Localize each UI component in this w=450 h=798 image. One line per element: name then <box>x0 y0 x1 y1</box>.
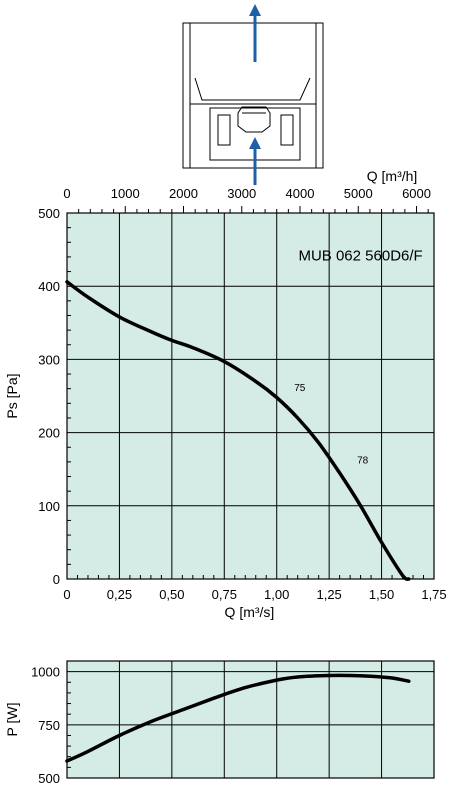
pressure-tick-label: 0 <box>53 572 60 587</box>
bracket-left <box>217 114 231 146</box>
unit-housing <box>182 22 324 169</box>
pressure-tick-label: 200 <box>38 426 60 441</box>
power-tick-label: 1000 <box>31 665 60 680</box>
pressure-tick-label: 300 <box>38 352 60 367</box>
model-label: MUB 062 560D6/F <box>298 248 422 265</box>
motor-icon <box>237 106 271 133</box>
power-curve-chart: 500 750 1000 P [W] <box>4 660 435 786</box>
flow-m3h-tick-label: 0 <box>63 186 70 201</box>
flow-m3h-tick-label: 4000 <box>286 186 315 201</box>
pressure-plot-frame <box>66 212 435 580</box>
flow-m3s-tick-label: 1,50 <box>369 587 394 602</box>
power-tick-label: 500 <box>38 771 60 786</box>
flow-m3s-tick-label: 0,25 <box>107 587 132 602</box>
power-plot-area <box>67 661 434 778</box>
curve-annotation-75: 75 <box>294 383 306 394</box>
outlet-arrowhead-icon <box>249 4 261 16</box>
pressure-tick-label: 400 <box>38 279 60 294</box>
power-axis-title: P [W] <box>4 703 20 737</box>
flow-m3s-tick-label: 0,50 <box>159 587 184 602</box>
power-ticks: 500 750 1000 <box>31 665 71 786</box>
pressure-axis-title: Ps [Pa] <box>4 373 20 418</box>
bracket-right <box>280 114 294 146</box>
pressure-grid <box>67 213 434 579</box>
flow-m3s-tick-label: 1,25 <box>316 587 341 602</box>
inlet-arrowhead-icon <box>249 137 261 149</box>
fan-unit-diagram <box>182 22 324 169</box>
flow-m3s-tick-label: 0,75 <box>212 587 237 602</box>
flow-m3s-tick-label: 0 <box>63 587 70 602</box>
pressure-curve-chart: 0 0,25 0,50 0,75 1,00 1,25 1,50 1,75 0 100 200 300 4… <box>4 168 447 620</box>
flow-m3s-axis-title: Q [m³/s] <box>225 604 275 620</box>
flow-m3h-tick-label: 6000 <box>402 186 431 201</box>
flow-m3s-tick-label: 1,00 <box>264 587 289 602</box>
flow-m3h-axis-title: Q [m³/h] <box>367 168 418 184</box>
airflow-arrows <box>249 4 261 185</box>
flow-m3s-tick-label: 1,75 <box>421 587 446 602</box>
pressure-curve <box>65 280 411 581</box>
power-plot-frame <box>66 660 435 779</box>
pressure-tick-label: 500 <box>38 206 60 221</box>
flow-m3h-tick-label: 2000 <box>169 186 198 201</box>
power-curve <box>65 673 411 763</box>
curve-annotation-78: 78 <box>357 456 369 467</box>
power-grid <box>67 661 434 778</box>
flow-m3h-tick-label: 1000 <box>111 186 140 201</box>
pressure-ticks: 0 0,25 0,50 0,75 1,00 1,25 1,50 1,75 0 100 200 300 4… <box>38 186 446 602</box>
flow-m3h-tick-label: 3000 <box>227 186 256 201</box>
power-tick-label: 750 <box>38 718 60 733</box>
flow-m3h-tick-label: 5000 <box>344 186 373 201</box>
inlet-cone <box>194 77 311 101</box>
pressure-plot-area <box>67 213 434 579</box>
pressure-tick-label: 100 <box>38 499 60 514</box>
